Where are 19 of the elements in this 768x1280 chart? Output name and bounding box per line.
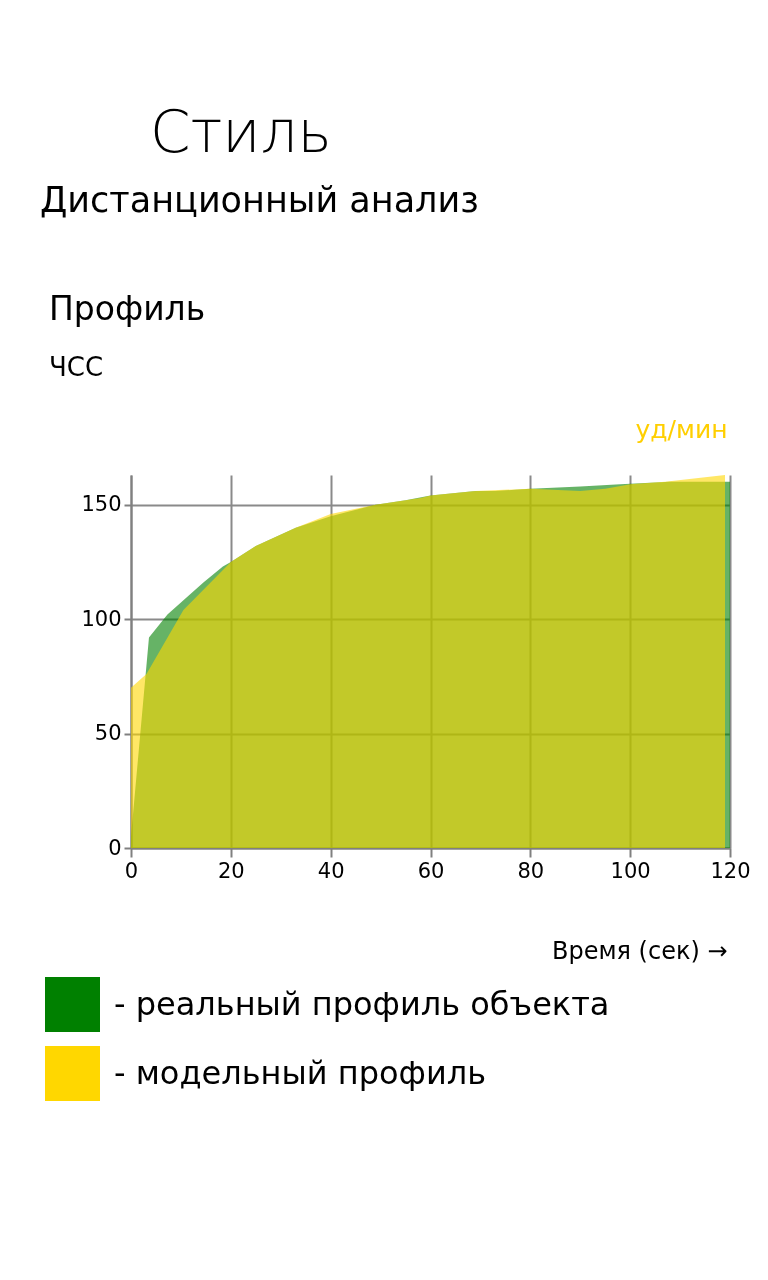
x-tick-label: 60 xyxy=(417,858,445,883)
text: Дистанционный анализ xyxy=(40,180,479,220)
text: Стиль xyxy=(150,98,332,166)
y-axis-title: уд/мин xyxy=(635,414,728,444)
x-tick-label: 80 xyxy=(517,858,545,883)
x-tick-label: 0 xyxy=(124,858,139,883)
chart-subtitle: ЧСС xyxy=(49,352,104,382)
y-tick-label: 100 xyxy=(81,606,122,631)
chart-title: Профиль xyxy=(49,289,206,328)
y-tick-label: 0 xyxy=(108,835,122,860)
y-tick-label: 50 xyxy=(94,721,122,746)
x-tick-label: 120 xyxy=(710,858,751,883)
x-tick-label: 40 xyxy=(317,858,345,883)
legend-label: - модельный профиль xyxy=(114,1053,486,1092)
x-axis-title: Время (сек) → xyxy=(551,936,728,965)
x-tick-label: 100 xyxy=(610,858,651,883)
legend-label: - реальный профиль объекта xyxy=(114,984,610,1023)
x-tick-label: 20 xyxy=(217,858,245,883)
y-tick-label: 150 xyxy=(81,492,122,517)
